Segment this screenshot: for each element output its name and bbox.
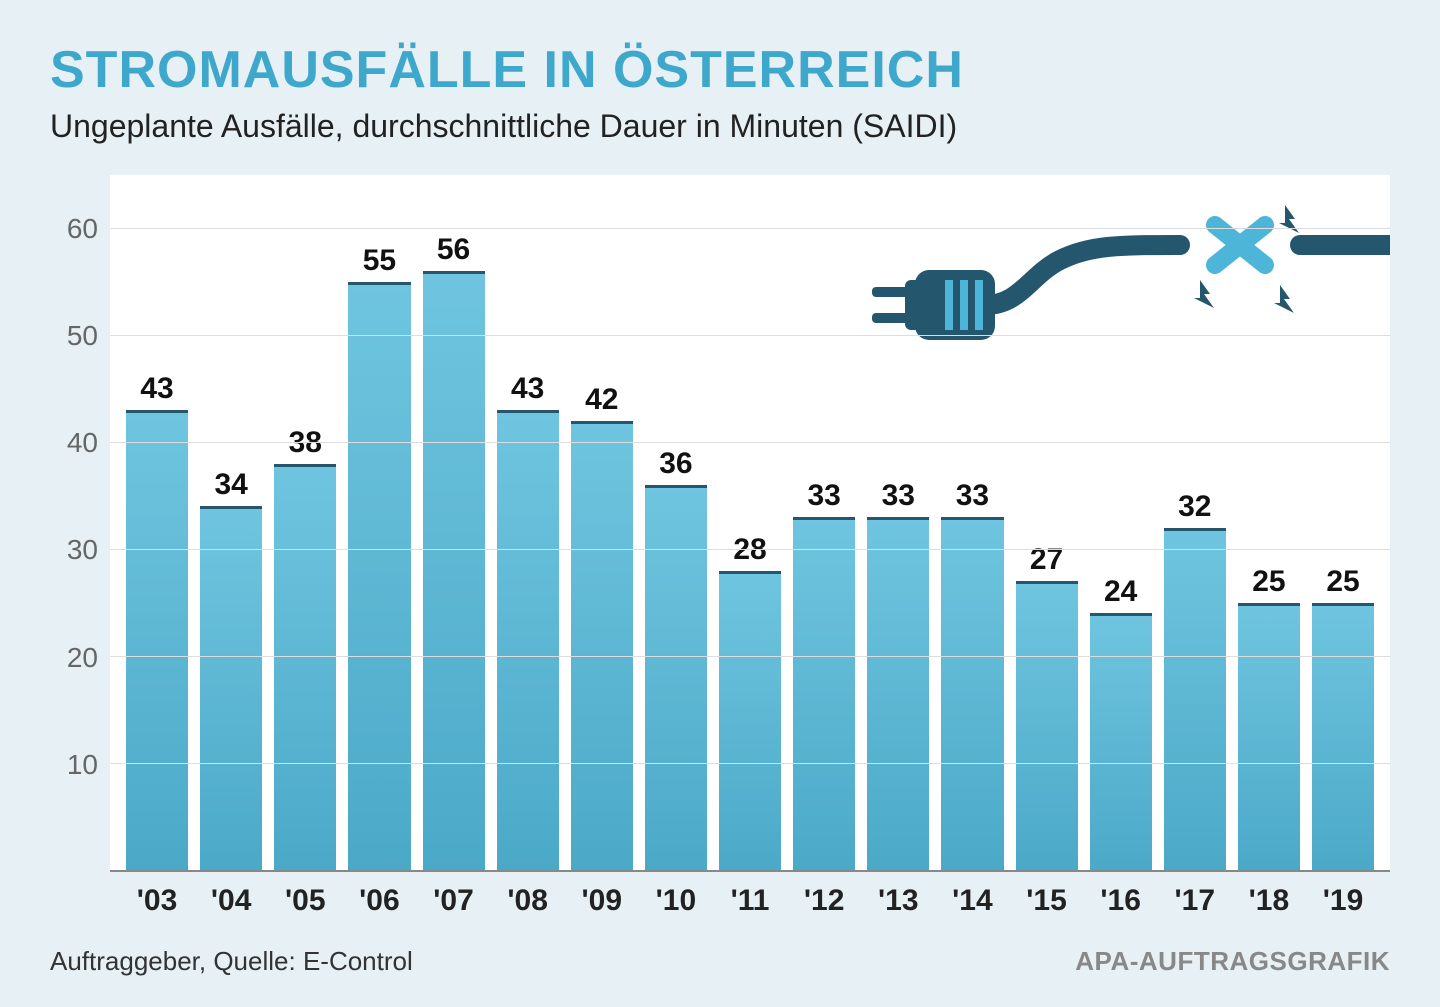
bar-slot: 55: [342, 175, 416, 870]
bar-value-label: 56: [437, 233, 470, 267]
x-tick-label: '11: [713, 884, 787, 918]
subtitle: Ungeplante Ausfälle, durchschnittliche D…: [50, 108, 1390, 145]
plot-area: 43 34 38 55 56 43 42 36 28 33 33 33 27 24 32 25 25: [110, 175, 1390, 872]
bar: [348, 282, 410, 870]
bar: [941, 517, 1003, 870]
grid-line: [110, 442, 1390, 443]
bar-slot: 27: [1010, 175, 1084, 870]
bar-slot: 38: [268, 175, 342, 870]
title: STROMAUSFÄLLE IN ÖSTERREICH: [50, 40, 1390, 100]
bar-slot: 33: [787, 175, 861, 870]
grid-line: [110, 763, 1390, 764]
x-tick-label: '09: [565, 884, 639, 918]
grid-line: [110, 228, 1390, 229]
bar-value-label: 33: [882, 479, 915, 513]
y-tick-label: 50: [67, 320, 98, 352]
bar: [571, 421, 633, 870]
x-tick-label: '12: [787, 884, 861, 918]
credit-text: APA-AUFTRAGSGRAFIK: [1075, 946, 1390, 977]
bar-value-label: 25: [1252, 565, 1285, 599]
bar: [867, 517, 929, 870]
bar: [497, 410, 559, 870]
bar-slot: 25: [1232, 175, 1306, 870]
x-tick-label: '16: [1084, 884, 1158, 918]
bar-slot: 28: [713, 175, 787, 870]
bar: [793, 517, 855, 870]
bar-value-label: 36: [659, 447, 692, 481]
bar: [1312, 603, 1374, 870]
x-tick-label: '13: [861, 884, 935, 918]
grid-line: [110, 335, 1390, 336]
bar-value-label: 42: [585, 383, 618, 417]
x-tick-label: '03: [120, 884, 194, 918]
bar-value-label: 55: [363, 244, 396, 278]
bar-value-label: 25: [1326, 565, 1359, 599]
x-tick-label: '04: [194, 884, 268, 918]
bar-slot: 34: [194, 175, 268, 870]
bar-value-label: 34: [215, 468, 248, 502]
x-tick-label: '07: [417, 884, 491, 918]
bar: [126, 410, 188, 870]
infographic-container: STROMAUSFÄLLE IN ÖSTERREICH Ungeplante A…: [0, 0, 1440, 1007]
x-tick-label: '14: [935, 884, 1009, 918]
bar-value-label: 43: [140, 372, 173, 406]
bar-slot: 32: [1158, 175, 1232, 870]
bar: [274, 464, 336, 870]
bar-slot: 24: [1084, 175, 1158, 870]
y-axis: 10 20 30 40 50 60: [50, 175, 110, 872]
bar-slot: 33: [935, 175, 1009, 870]
y-tick-label: 10: [67, 749, 98, 781]
x-tick-label: '08: [491, 884, 565, 918]
bar-slot: 36: [639, 175, 713, 870]
x-tick-label: '17: [1158, 884, 1232, 918]
bar-slot: 43: [491, 175, 565, 870]
bar: [1090, 613, 1152, 870]
x-tick-label: '18: [1232, 884, 1306, 918]
source-text: Auftraggeber, Quelle: E-Control: [50, 946, 413, 977]
bars-container: 43 34 38 55 56 43 42 36 28 33 33 33 27 24 32 25 25: [110, 175, 1390, 870]
bar-value-label: 32: [1178, 490, 1211, 524]
bar: [423, 271, 485, 870]
x-axis-labels: '03'04'05'06'07'08'09'10'11'12'13'14'15'…: [110, 884, 1390, 918]
x-tick-label: '15: [1010, 884, 1084, 918]
bar-value-label: 24: [1104, 575, 1137, 609]
bar-slot: 33: [861, 175, 935, 870]
y-tick-label: 20: [67, 642, 98, 674]
bar: [1238, 603, 1300, 870]
bar-slot: 25: [1306, 175, 1380, 870]
bar-value-label: 33: [808, 479, 841, 513]
x-tick-label: '19: [1306, 884, 1380, 918]
y-tick-label: 30: [67, 534, 98, 566]
y-tick-label: 60: [67, 213, 98, 245]
x-tick-label: '05: [268, 884, 342, 918]
bar: [645, 485, 707, 870]
bar-value-label: 33: [956, 479, 989, 513]
bar: [1164, 528, 1226, 870]
bar: [200, 506, 262, 870]
footer: Auftraggeber, Quelle: E-Control APA-AUFT…: [50, 946, 1390, 977]
bar-slot: 43: [120, 175, 194, 870]
bar: [719, 571, 781, 870]
y-tick-label: 40: [67, 427, 98, 459]
grid-line: [110, 656, 1390, 657]
bar: [1016, 581, 1078, 870]
x-tick-label: '10: [639, 884, 713, 918]
chart-area: 10 20 30 40 50 60 43 34 38 55 56 43 42 36 28 33 33 33 27 2…: [50, 175, 1390, 872]
bar-slot: 42: [565, 175, 639, 870]
x-tick-label: '06: [342, 884, 416, 918]
bar-slot: 56: [417, 175, 491, 870]
bar-value-label: 43: [511, 372, 544, 406]
grid-line: [110, 549, 1390, 550]
